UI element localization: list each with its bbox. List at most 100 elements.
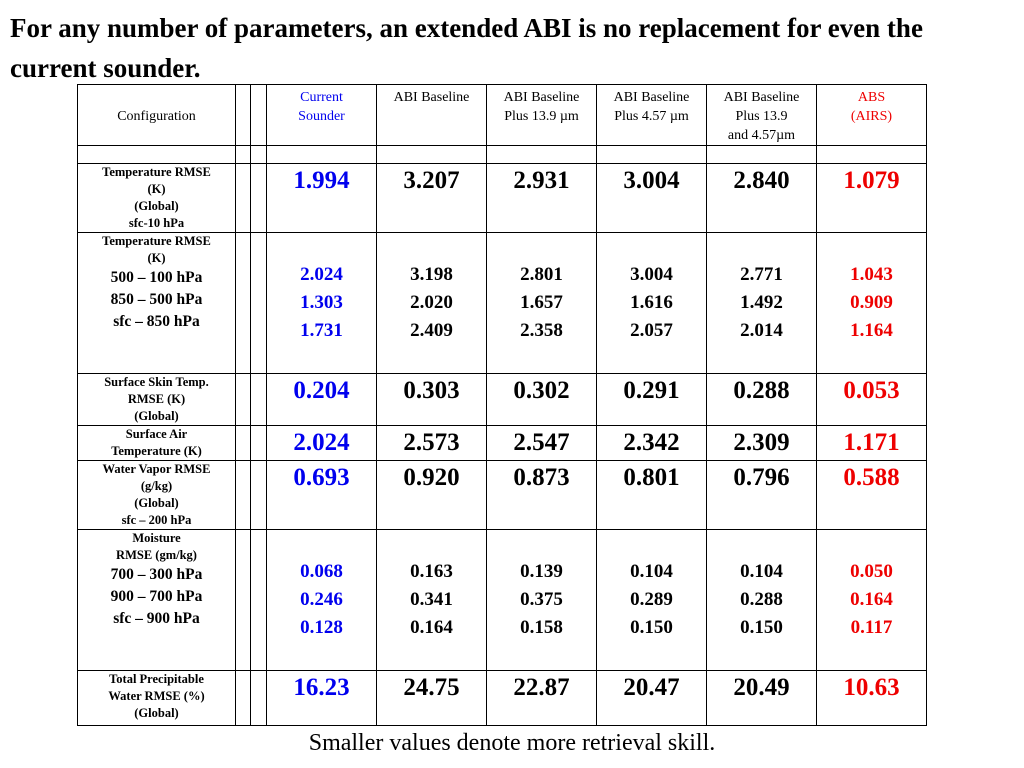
value-abs-airs: 0.053: [816, 373, 927, 426]
value-current-sounder: 0.068 0.246 0.128: [266, 529, 377, 671]
label-line: sfc-10 hPa: [128, 216, 185, 230]
empty-cell: [376, 145, 487, 164]
value: 0.289: [630, 589, 673, 610]
value-current-sounder: 2.024: [266, 425, 377, 461]
value: 0.801: [623, 464, 680, 491]
table-row: Total Precipitable Water RMSE (%) (Global)…: [77, 670, 927, 726]
spacer-cell: [235, 84, 251, 146]
value-abi-plus-4-57: 3.004 1.616 2.057: [596, 232, 707, 374]
pressure-level: 850 – 500 hPa: [110, 291, 203, 308]
spacer-cell: [250, 670, 267, 726]
label-line: Water RMSE (%): [108, 689, 205, 703]
value-current-sounder: 1.994: [266, 163, 377, 233]
value: 0.164: [410, 617, 453, 638]
spacer-cell: [235, 670, 251, 726]
value: 0.693: [293, 464, 350, 491]
value: 3.198: [410, 264, 453, 285]
value-abs-airs: 1.079: [816, 163, 927, 233]
pressure-level: 900 – 700 hPa: [110, 588, 203, 605]
value-abi-plus-both: 2.771 1.492 2.014: [706, 232, 817, 374]
value: 2.014: [740, 320, 783, 341]
value: 2.547: [513, 429, 570, 456]
label-line: RMSE (K): [127, 392, 186, 406]
spacer-cell: [250, 529, 267, 671]
value: 2.024: [293, 429, 350, 456]
table-row: Moisture RMSE (gm/kg) 700 – 300 hPa 900 – 7…: [77, 529, 927, 671]
label-line: Temperature RMSE: [102, 165, 211, 179]
spacer-cell: [250, 425, 267, 461]
row-label: Surface Skin Temp. RMSE (K) (Global): [77, 373, 236, 426]
label-line: Surface Air: [125, 427, 188, 441]
value-abi-plus-4-57: 2.342: [596, 425, 707, 461]
spacer-cell: [235, 163, 251, 233]
pressure-levels: 700 – 300 hPa 900 – 700 hPa sfc – 900 hPa: [78, 564, 235, 630]
spacer-cell: [235, 425, 251, 461]
value-abi-plus-13-9: 0.873: [486, 460, 597, 530]
value-current-sounder: 0.693: [266, 460, 377, 530]
header-line: (AIRS): [850, 109, 893, 124]
empty-cell: [816, 145, 927, 164]
value: 0.150: [740, 617, 783, 638]
value-abi-plus-4-57: 0.104 0.289 0.150: [596, 529, 707, 671]
label-line: (Global): [134, 706, 179, 720]
spacer-cell: [235, 373, 251, 426]
table-row: Surface Skin Temp. RMSE (K) (Global) 0.204 0…: [77, 373, 927, 426]
pressure-levels: 500 – 100 hPa 850 – 500 hPa sfc – 850 hPa: [78, 267, 235, 333]
empty-cell: [596, 145, 707, 164]
label-line: RMSE (gm/kg): [116, 548, 197, 562]
spacer-cell: [250, 460, 267, 530]
value-current-sounder: 2.024 1.303 1.731: [266, 232, 377, 374]
empty-cell: [706, 145, 817, 164]
label-line: (Global): [134, 409, 179, 423]
value-abi-plus-13-9: 2.931: [486, 163, 597, 233]
empty-cell: [250, 145, 267, 164]
value: 24.75: [403, 674, 460, 701]
value: 1.164: [850, 320, 893, 341]
value-abi-plus-13-9: 2.801 1.657 2.358: [486, 232, 597, 374]
header-line: ABI Baseline: [503, 90, 580, 105]
value: 1.303: [300, 292, 343, 313]
value-abi-baseline: 0.920: [376, 460, 487, 530]
value: 0.104: [740, 561, 783, 582]
row-label: Surface Air Temperature (K): [77, 425, 236, 461]
value: 1.994: [293, 167, 350, 194]
value-abi-baseline: 24.75: [376, 670, 487, 726]
value: 2.358: [520, 320, 563, 341]
spacer-cell: [250, 232, 267, 374]
retrieval-results-table: Configuration Current Sounder ABI Baseline A…: [77, 84, 927, 726]
label-line: (K): [147, 182, 166, 196]
value: 1.616: [630, 292, 673, 313]
value: 0.303: [403, 377, 460, 404]
value: 1.171: [843, 429, 900, 456]
value: 2.024: [300, 264, 343, 285]
value: 0.158: [520, 617, 563, 638]
value: 0.068: [300, 561, 343, 582]
value: 0.139: [520, 561, 563, 582]
header-line: ABI Baseline: [723, 90, 800, 105]
pressure-level: sfc – 900 hPa: [113, 610, 200, 627]
value: 1.079: [843, 167, 900, 194]
value: 0.873: [513, 464, 570, 491]
value: 0.128: [300, 617, 343, 638]
value-abs-airs: 1.043 0.909 1.164: [816, 232, 927, 374]
value: 16.23: [293, 674, 350, 701]
label-line: (K): [147, 251, 166, 265]
spacer-cell: [250, 373, 267, 426]
header-line: Plus 13.9: [735, 109, 788, 124]
value: 0.246: [300, 589, 343, 610]
label-line: Surface Skin Temp.: [104, 375, 209, 389]
value-abs-airs: 1.171: [816, 425, 927, 461]
value-abi-plus-both: 0.796: [706, 460, 817, 530]
value: 2.309: [733, 429, 790, 456]
value: 20.49: [733, 674, 790, 701]
value-abi-baseline: 3.207: [376, 163, 487, 233]
label-line: Water Vapor RMSE: [102, 462, 211, 476]
value-abs-airs: 0.050 0.164 0.117: [816, 529, 927, 671]
header-current-sounder: Current Sounder: [266, 84, 377, 146]
spacer-cell: [235, 232, 251, 374]
value-current-sounder: 0.204: [266, 373, 377, 426]
spacer-cell: [250, 84, 267, 146]
value: 0.050: [850, 561, 893, 582]
value: 0.909: [850, 292, 893, 313]
value-abi-baseline: 2.573: [376, 425, 487, 461]
